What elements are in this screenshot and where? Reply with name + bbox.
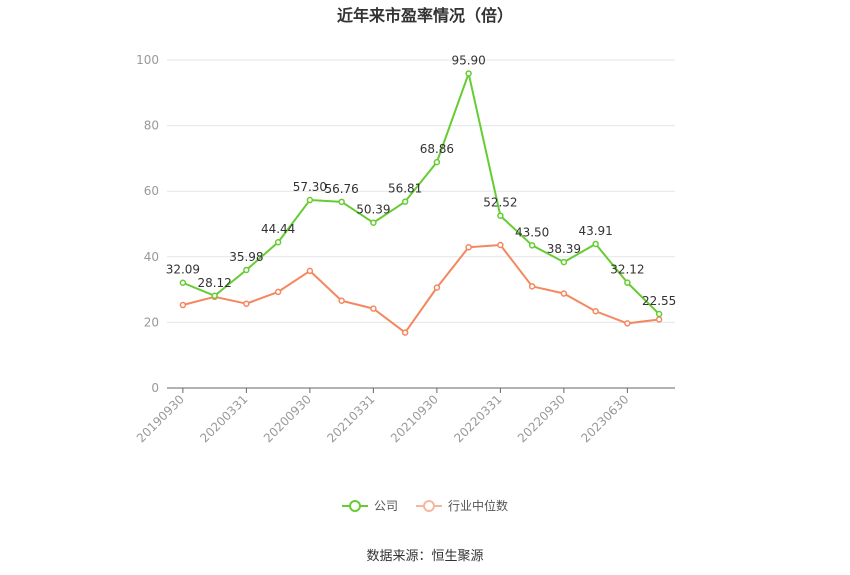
data-label: 95.90 [451, 53, 485, 67]
x-tick-label: 20190930 [134, 392, 187, 445]
series-line-company [182, 72, 660, 315]
x-tick-label: 20220930 [515, 392, 568, 445]
data-label: 57.30 [293, 180, 327, 194]
data-point [560, 290, 568, 297]
legend-marker-company [341, 499, 368, 512]
data-point [243, 266, 250, 274]
data-point [433, 284, 441, 291]
legend-item-industry-median[interactable]: 行业中位数 [416, 497, 508, 514]
data-label: 44.44 [261, 222, 295, 236]
x-tick-label: 20210331 [324, 392, 377, 445]
data-point [655, 316, 663, 323]
data-point [433, 158, 441, 166]
data-label: 35.98 [229, 250, 263, 264]
data-point [338, 198, 345, 206]
data-label: 43.50 [515, 225, 549, 239]
data-point [401, 198, 409, 205]
data-label: 38.39 [547, 242, 581, 256]
data-label: 50.39 [356, 203, 390, 217]
data-point [179, 301, 187, 309]
series-line-industry-median [182, 243, 660, 334]
data-label: 22.55 [642, 294, 676, 308]
data-point [274, 238, 282, 246]
data-point [243, 300, 250, 307]
y-tick-label: 20 [144, 315, 159, 329]
legend-label-industry-median: 行业中位数 [448, 499, 509, 513]
y-tick-label: 80 [144, 119, 159, 133]
legend-label-company: 公司 [373, 499, 398, 513]
x-tick-label: 20220331 [451, 392, 504, 445]
data-label: 32.12 [610, 263, 644, 277]
data-point [338, 297, 345, 305]
x-tick-label: 20200331 [197, 392, 250, 445]
data-label: 52.52 [483, 196, 517, 210]
data-point [592, 240, 599, 248]
data-label: 56.76 [324, 182, 358, 196]
data-point [465, 70, 472, 77]
data-point [624, 320, 631, 327]
x-tick-label: 20200930 [261, 392, 314, 445]
data-point [306, 267, 314, 275]
data-label: 28.12 [197, 276, 231, 290]
legend: 公司 行业中位数 [0, 497, 850, 514]
legend-marker-industry-median [416, 499, 442, 512]
data-point [211, 292, 218, 300]
y-tick-label: 100 [136, 53, 159, 67]
data-point [592, 307, 599, 315]
legend-item-company[interactable]: 公司 [341, 497, 398, 514]
data-label: 43.91 [578, 224, 612, 238]
data-label: 68.86 [420, 142, 454, 156]
data-point [274, 288, 282, 296]
data-label: 32.09 [166, 263, 200, 277]
data-point [497, 212, 504, 219]
data-point [306, 196, 314, 204]
data-point [465, 244, 472, 251]
data-point [528, 283, 536, 290]
data-label: 56.81 [388, 182, 422, 196]
data-point [528, 242, 536, 249]
data-point [560, 258, 568, 266]
y-tick-label: 0 [151, 381, 159, 395]
y-tick-label: 60 [144, 184, 159, 198]
x-tick-label: 20210930 [388, 392, 441, 445]
chart-title: 近年来市盈率情况（倍） [336, 6, 513, 25]
data-point [370, 219, 377, 226]
source-note: 数据来源：恒生聚源 [366, 549, 484, 564]
x-tick-label: 20230630 [578, 392, 631, 445]
data-point [497, 241, 504, 249]
data-point [624, 279, 631, 286]
data-point [179, 279, 187, 286]
data-point [655, 310, 663, 318]
y-tick-label: 40 [144, 250, 159, 264]
data-point [370, 305, 377, 312]
data-point [401, 329, 409, 336]
